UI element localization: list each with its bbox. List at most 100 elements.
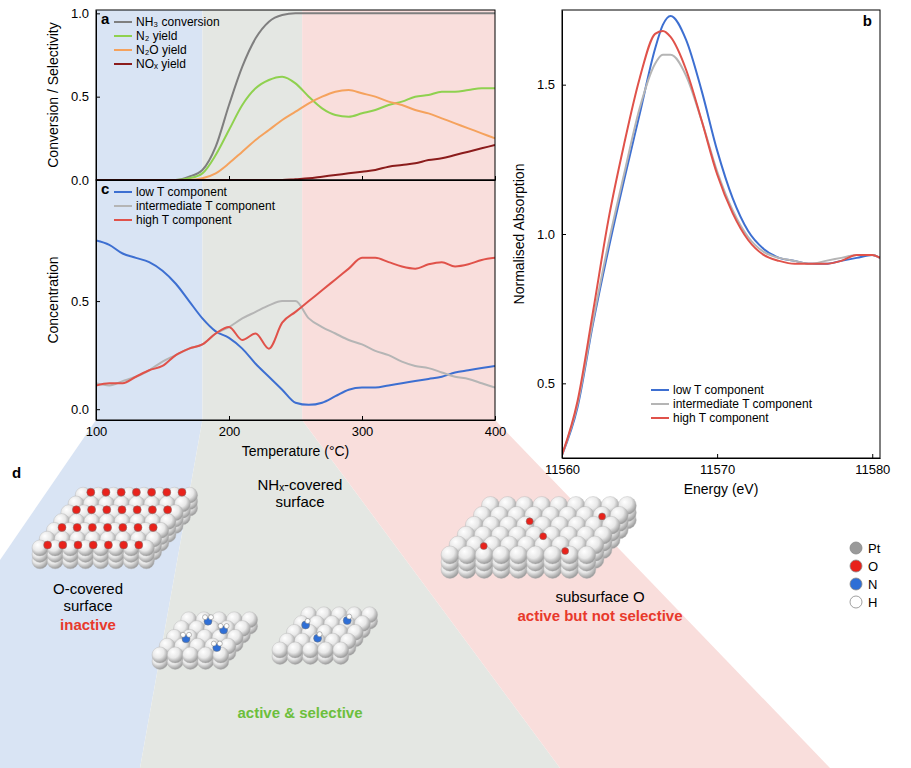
o-atom	[149, 523, 157, 531]
axis: 0.5 1.0 1.5	[537, 11, 566, 459]
state-verdict: active but not selective	[517, 607, 682, 624]
plot-lines	[562, 16, 880, 455]
o-atom	[74, 541, 82, 549]
tick: 11570	[700, 454, 735, 477]
axis: 100200300400	[86, 416, 507, 439]
slab	[32, 487, 198, 569]
region-fan	[302, 420, 830, 768]
slab	[441, 497, 636, 579]
o-atom	[102, 488, 110, 496]
tick-label: 0.0	[71, 173, 89, 188]
slab	[152, 612, 258, 670]
tick-label: 0.5	[71, 294, 89, 309]
tick-label: 1.5	[537, 77, 555, 92]
axis: 0.0 0.5 1.0	[71, 6, 100, 188]
o-atom	[164, 506, 172, 514]
tick-label: 0.0	[71, 402, 89, 417]
tick-mark	[495, 416, 496, 420]
panel-letter: d	[12, 464, 21, 481]
o-atom	[104, 541, 112, 549]
legend-label: O	[868, 559, 878, 574]
o-atom	[526, 518, 533, 525]
legend-swatch	[114, 219, 132, 221]
tick-mark	[495, 176, 496, 180]
pt-atom	[167, 647, 183, 663]
series-line	[96, 241, 495, 405]
legend-swatch	[850, 542, 862, 554]
pt-atom	[561, 546, 579, 564]
pt-atom	[287, 642, 303, 658]
plot-frame	[96, 10, 495, 180]
axis-title: Energy (eV)	[684, 481, 759, 497]
tick	[229, 176, 230, 180]
tick-mark	[562, 85, 566, 86]
legend-label: N₂ yield	[136, 29, 177, 43]
h-atom	[347, 614, 352, 619]
tick: 1.0	[537, 227, 566, 242]
tick-mark	[362, 176, 363, 180]
axis-line	[563, 458, 881, 459]
legend-label: N	[868, 577, 877, 592]
h-atom	[211, 641, 216, 646]
axis-title: Concentration	[45, 256, 61, 343]
tick: 300	[352, 416, 374, 439]
pt-atom	[333, 642, 349, 658]
legend-swatch	[651, 403, 669, 405]
pt-atom	[492, 546, 510, 564]
o-atom	[133, 506, 141, 514]
state-label: O-coveredsurface	[53, 580, 123, 614]
o-atom	[103, 506, 111, 514]
series-line	[562, 55, 880, 455]
legend-label: NH₃ conversion	[136, 15, 220, 29]
legend-swatch	[114, 191, 132, 193]
o-atom	[120, 541, 128, 549]
o-atom	[44, 541, 52, 549]
state-label: subsurface O	[555, 588, 644, 605]
h-atom	[305, 619, 310, 624]
o-atom	[104, 523, 112, 531]
regions	[0, 10, 830, 768]
h-atom	[218, 624, 223, 629]
legend-label: low T component	[136, 185, 228, 199]
series-line	[562, 31, 880, 455]
legend-label: intermediate T component	[136, 199, 276, 213]
figure: 0.00.51.0Conversion / SelectivityaNH₃ co…	[0, 0, 911, 768]
tick: 0.5	[537, 376, 566, 391]
pt-atom	[318, 642, 334, 658]
legend: Pt ONH	[850, 541, 881, 610]
h-atom	[217, 641, 222, 646]
legend: low T componentintermediate T componenth…	[114, 185, 276, 227]
o-atom	[148, 506, 156, 514]
o-atom	[178, 488, 186, 496]
tick: 1.0	[71, 6, 100, 21]
tick-mark	[562, 234, 566, 235]
legend-label: H	[868, 595, 877, 610]
o-atom	[58, 523, 66, 531]
tick: 0.0	[71, 402, 100, 417]
legend-item: intermediate T component	[651, 397, 813, 411]
panel: 1002003004000.0 0.5 Concentration Temperatu…	[45, 180, 506, 459]
h-atom	[181, 632, 186, 637]
o-atom	[88, 523, 96, 531]
o-atom	[599, 513, 606, 520]
axis-title: Temperature (°C)	[242, 443, 350, 459]
tick: 0.5	[71, 89, 100, 104]
series-line	[96, 145, 495, 180]
legend-swatch	[651, 417, 669, 419]
h-atom	[224, 624, 229, 629]
tick-mark	[229, 416, 230, 420]
legend-swatch	[850, 596, 862, 608]
tick	[495, 176, 496, 180]
legend-label: low T component	[673, 383, 765, 397]
series-line	[96, 301, 495, 387]
plot-lines	[96, 13, 495, 180]
o-atom	[59, 541, 67, 549]
legend-item: high T component	[651, 411, 769, 425]
legend-label: high T component	[673, 411, 769, 425]
axis-line	[96, 11, 97, 181]
legend-item: Pt	[850, 541, 881, 556]
o-atom	[73, 523, 81, 531]
legend-item: H	[850, 595, 877, 610]
series-line	[96, 13, 495, 180]
legend-label: NOₓ yield	[136, 57, 186, 71]
